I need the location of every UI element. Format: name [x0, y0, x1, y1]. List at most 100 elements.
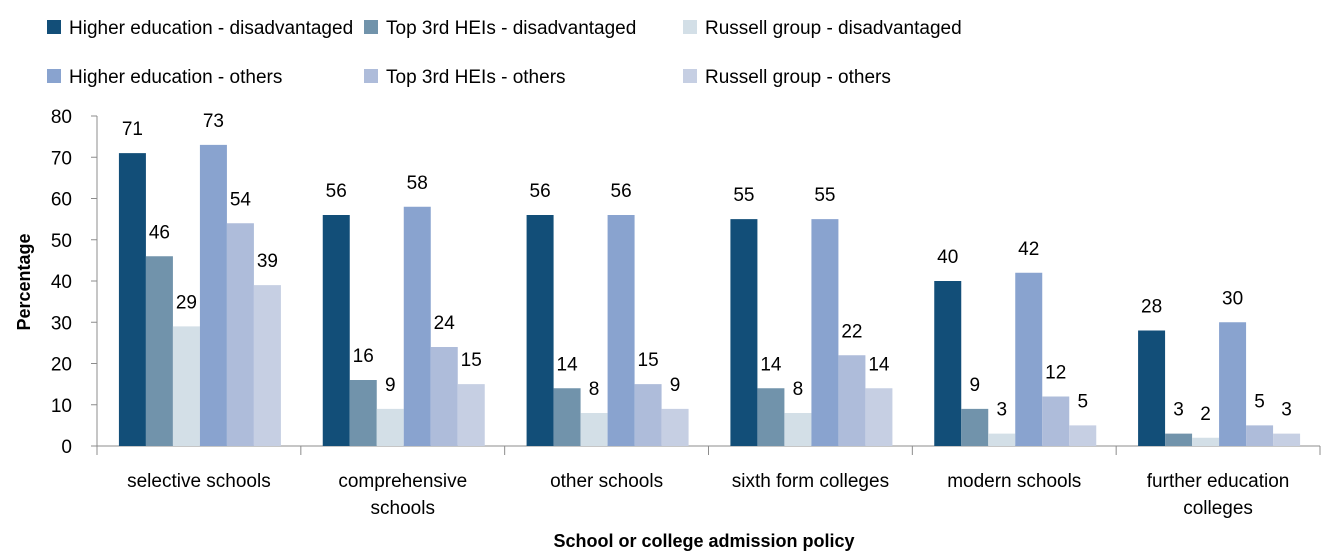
legend-swatch — [47, 20, 61, 34]
legend-label: Top 3rd HEIs - others — [386, 67, 566, 88]
bar — [553, 388, 581, 446]
bar — [634, 384, 662, 446]
bar — [1192, 437, 1220, 446]
legend-item: Russell group - disadvantaged — [683, 18, 962, 39]
data-label: 40 — [937, 247, 958, 268]
data-label: 14 — [557, 354, 579, 375]
x-tick-label: other schools — [550, 471, 663, 492]
data-label: 5 — [1077, 391, 1088, 412]
bar — [811, 219, 839, 446]
x-tick-label: comprehensive schools — [338, 471, 467, 519]
data-label: 22 — [841, 321, 862, 342]
y-tick-label: 60 — [51, 190, 72, 211]
data-label: 58 — [407, 173, 428, 194]
data-label: 15 — [638, 350, 659, 371]
legend-item: Top 3rd HEIs - disadvantaged — [364, 18, 636, 39]
data-label: 24 — [434, 313, 456, 334]
bar — [403, 206, 431, 446]
bar — [1273, 433, 1301, 446]
y-axis-title: Percentage — [14, 233, 34, 330]
data-label: 5 — [1254, 391, 1265, 412]
data-label: 39 — [257, 251, 278, 272]
bar — [376, 408, 404, 446]
bar — [226, 223, 254, 446]
data-label: 56 — [611, 181, 632, 202]
data-label: 73 — [203, 111, 224, 132]
y-tick-label: 40 — [51, 272, 72, 293]
bar — [1069, 425, 1097, 446]
data-label: 3 — [996, 400, 1007, 421]
bar — [457, 384, 485, 446]
y-tick-label: 10 — [51, 396, 72, 417]
bar — [1015, 272, 1043, 446]
data-label: 8 — [589, 379, 600, 400]
legend-item: Top 3rd HEIs - others — [364, 67, 566, 88]
bar — [1219, 322, 1247, 446]
legend-label: Higher education - disadvantaged — [69, 18, 353, 39]
data-label: 55 — [814, 185, 835, 206]
bar — [1165, 433, 1193, 446]
data-label: 30 — [1222, 288, 1243, 309]
x-tick-label: modern schools — [947, 471, 1081, 492]
data-label: 55 — [733, 185, 754, 206]
y-tick-label: 20 — [51, 355, 72, 376]
bar — [1042, 396, 1070, 446]
data-label: 15 — [461, 350, 482, 371]
data-label: 9 — [969, 375, 980, 396]
data-label: 9 — [385, 375, 396, 396]
data-label: 42 — [1018, 239, 1039, 260]
legend: Higher education - disadvantaged Top 3rd … — [47, 18, 962, 88]
y-tick-label: 50 — [51, 231, 72, 252]
bar — [580, 413, 608, 446]
bar — [730, 219, 758, 446]
data-label: 29 — [176, 292, 197, 313]
bar — [934, 281, 962, 446]
legend-label: Higher education - others — [69, 67, 282, 88]
legend-label: Top 3rd HEIs - disadvantaged — [386, 18, 636, 39]
legend-swatch — [683, 20, 697, 34]
bar — [865, 388, 893, 446]
bar — [322, 215, 350, 446]
data-label: 3 — [1173, 400, 1184, 421]
data-label: 71 — [122, 119, 143, 140]
legend-swatch — [683, 69, 697, 83]
data-label: 14 — [760, 354, 782, 375]
bar — [253, 285, 281, 446]
x-tick-label: sixth form colleges — [732, 471, 889, 492]
data-label: 12 — [1045, 363, 1066, 384]
y-tick-label: 0 — [61, 437, 72, 458]
bar — [838, 355, 866, 446]
legend-swatch — [364, 69, 378, 83]
data-label: 2 — [1200, 404, 1211, 425]
data-label: 54 — [230, 189, 252, 210]
x-axis-title: School or college admission policy — [553, 531, 854, 551]
legend-item: Higher education - disadvantaged — [47, 18, 353, 39]
bar — [661, 408, 689, 446]
legend-item: Higher education - others — [47, 67, 282, 88]
data-label: 9 — [670, 375, 681, 396]
data-label: 28 — [1141, 297, 1162, 318]
bar — [526, 215, 554, 446]
bar — [1246, 425, 1274, 446]
bar — [961, 408, 989, 446]
bar — [118, 153, 146, 446]
bar — [607, 215, 635, 446]
y-tick-label: 30 — [51, 313, 72, 334]
data-label: 56 — [326, 181, 347, 202]
bar — [145, 256, 173, 446]
data-label: 56 — [530, 181, 551, 202]
bar — [172, 326, 200, 446]
legend-label: Russell group - disadvantaged — [705, 18, 962, 39]
legend-label: Russell group - others — [705, 67, 891, 88]
bar — [988, 433, 1016, 446]
bar — [430, 347, 458, 446]
x-tick-label: further education colleges — [1147, 471, 1290, 519]
bar — [1138, 330, 1166, 446]
data-label: 16 — [353, 346, 374, 367]
legend-swatch — [47, 69, 61, 83]
legend-item: Russell group - others — [683, 67, 891, 88]
x-tick-label: selective schools — [127, 471, 271, 492]
data-label: 46 — [149, 222, 170, 243]
